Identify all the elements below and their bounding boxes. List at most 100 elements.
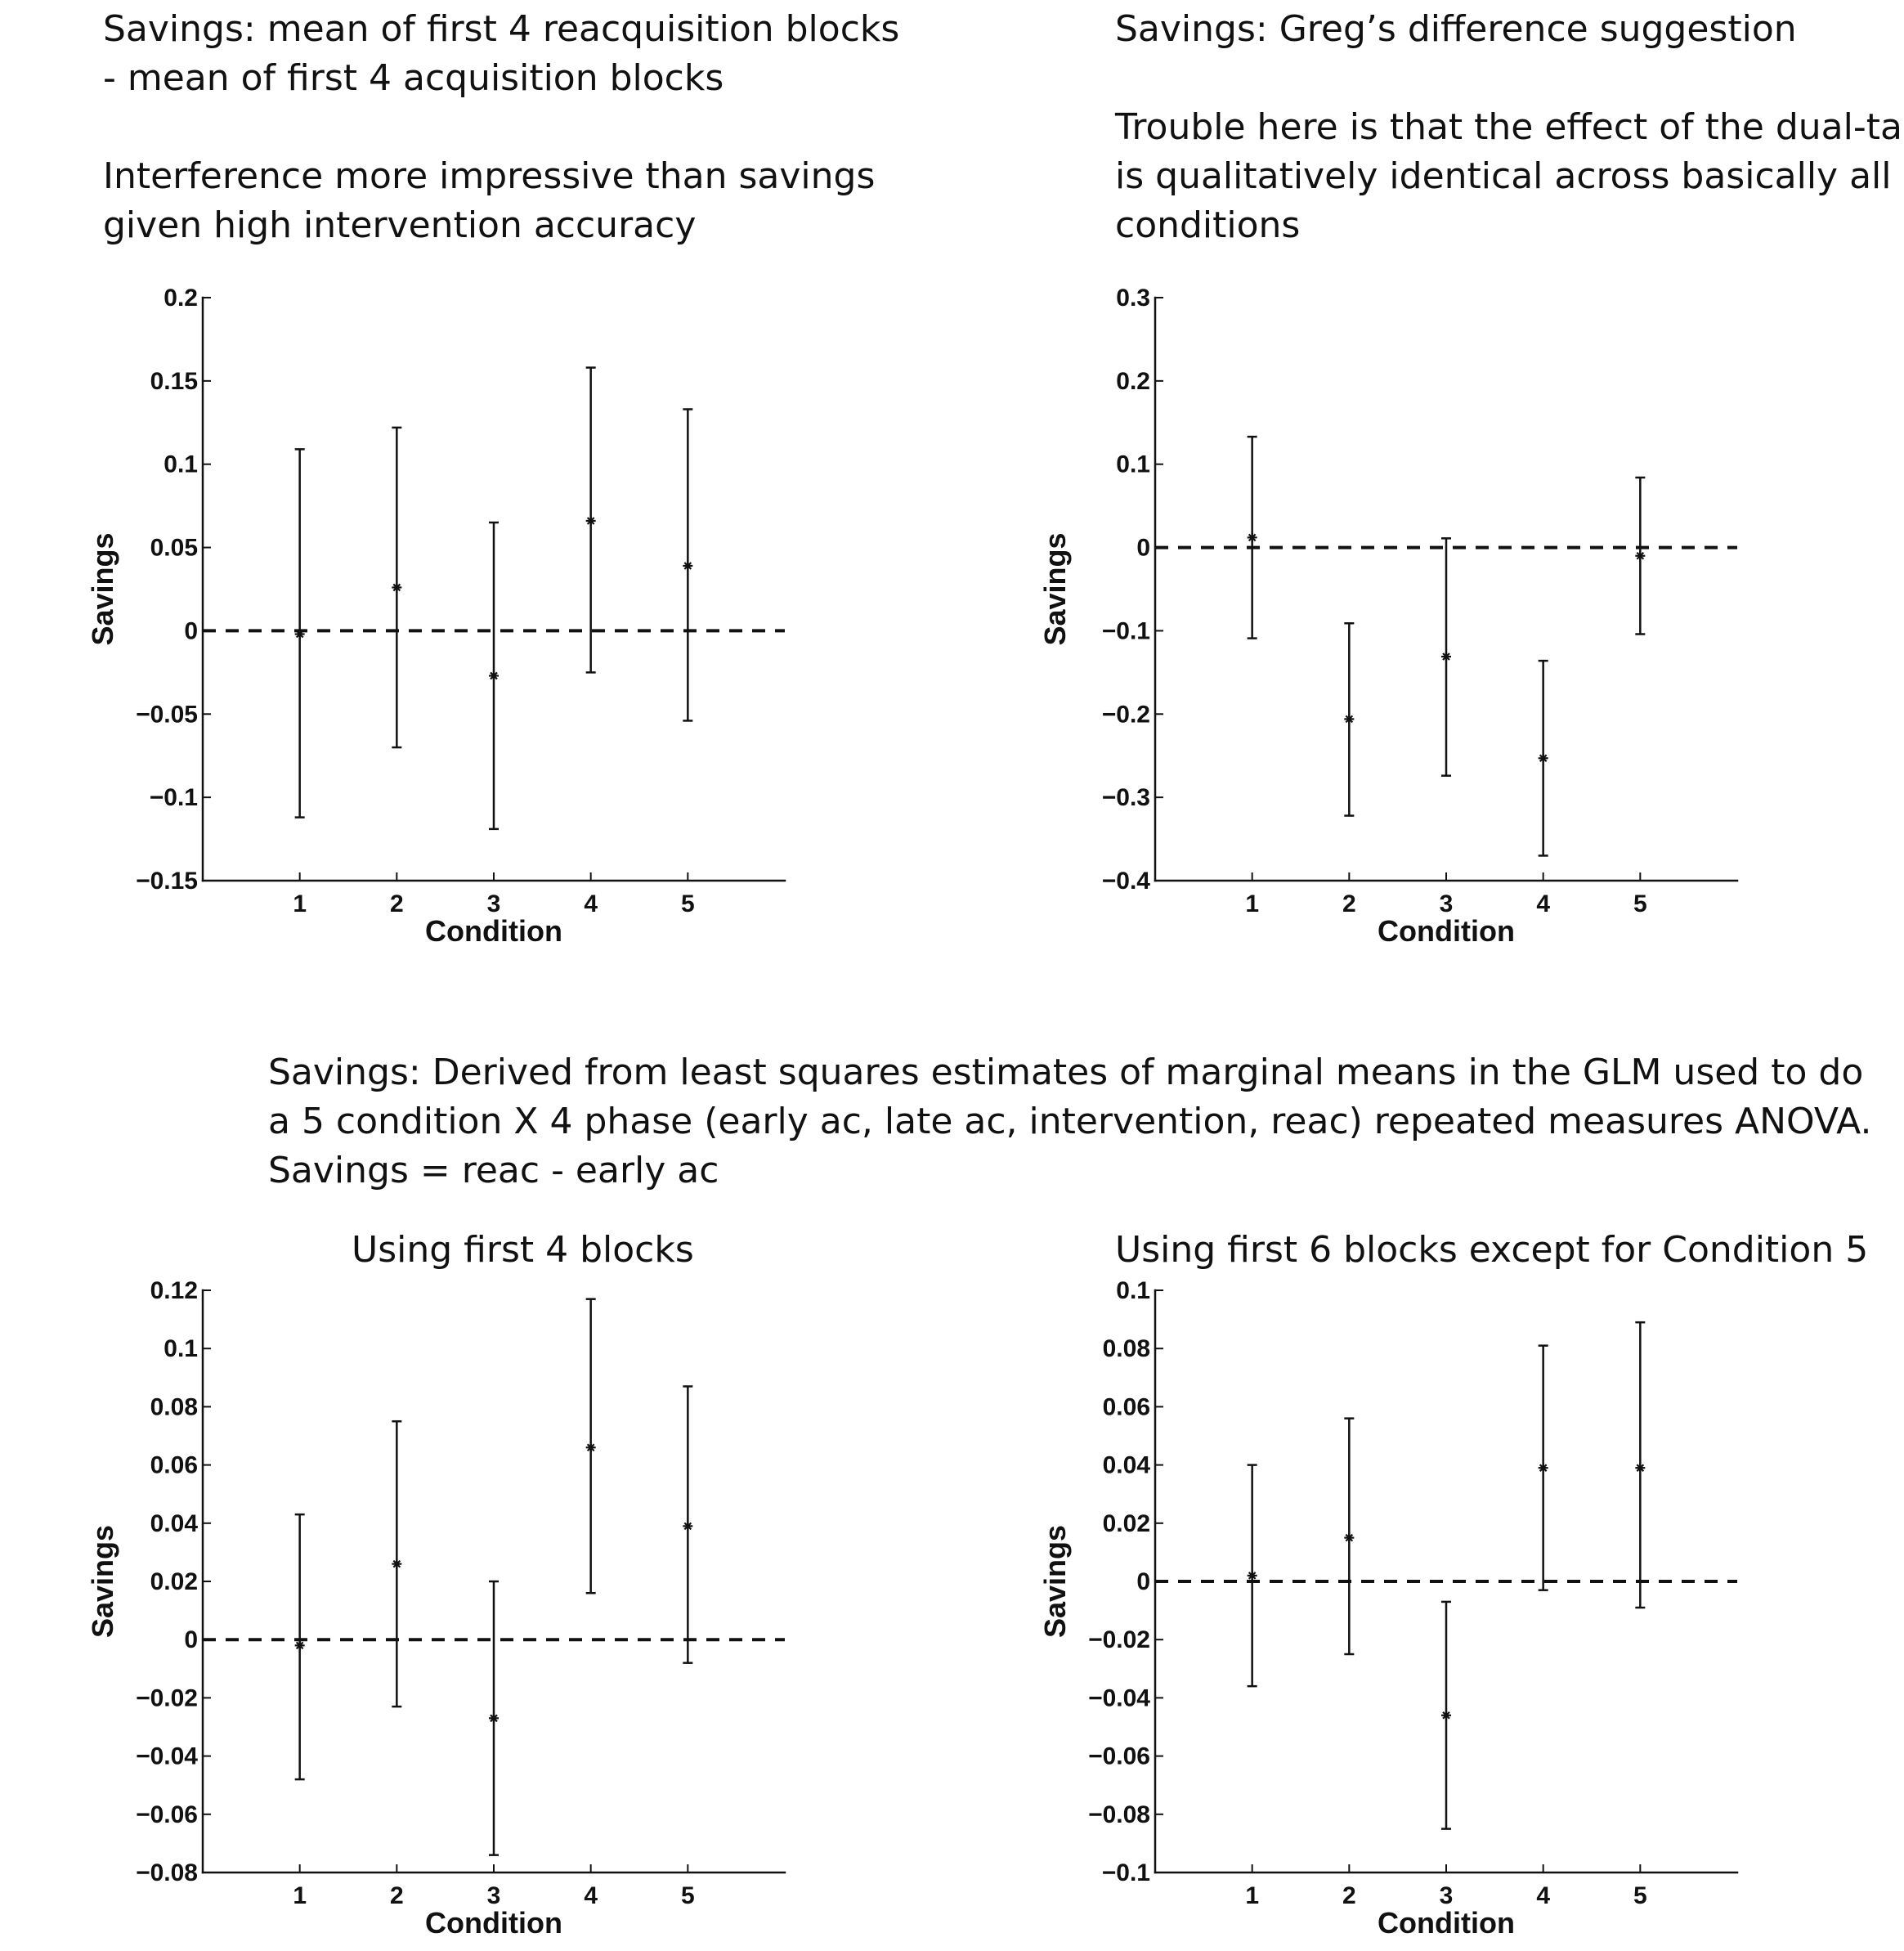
y-tick-label: 0.3 [1116,285,1150,312]
data-point [294,1640,305,1651]
y-tick-label: 0.1 [1116,1277,1150,1304]
note-text: Interference more impressive than saving… [103,155,876,197]
y-tick-label: 0.05 [150,535,198,562]
note-text: given high intervention accuracy [103,204,697,246]
note-text: a 5 condition X 4 phase (early ac, late … [268,1101,1872,1142]
note-text: conditions [1115,204,1301,246]
y-tick-label: −0.1 [1102,1859,1150,1886]
data-point [392,582,402,593]
x-tick-label: 5 [681,1882,695,1909]
data-point [585,515,596,526]
x-tick-label: 3 [1440,1882,1454,1909]
x-tick-label: 2 [1342,1882,1356,1909]
y-tick-label: 0.06 [1103,1393,1150,1420]
x-tick-label: 4 [584,1882,598,1909]
y-tick-label: 0.08 [1103,1335,1150,1362]
y-tick-label: −0.3 [1102,784,1150,811]
y-tick-label: 0.1 [1116,451,1150,478]
caption-text: Using first 6 blocks except for Conditio… [1115,1229,1869,1271]
data-point [392,1559,402,1569]
data-point [1344,1532,1355,1543]
y-tick-label: −0.05 [136,701,198,728]
y-tick-label: 0 [1136,1568,1150,1595]
y-tick-label: −0.02 [136,1684,198,1711]
data-point [1344,714,1355,724]
x-tick-label: 1 [1245,1882,1259,1909]
x-tick-label: 2 [1342,890,1356,917]
data-point [585,1442,596,1453]
data-point [1635,550,1646,561]
x-tick-label: 1 [1245,890,1259,917]
caption-bottom-left: Using first 4 blocks [352,1226,694,1275]
y-tick-label: −0.06 [136,1801,198,1828]
y-tick-label: −0.04 [1088,1684,1150,1711]
data-point [683,1521,693,1532]
note-text: Trouble here is that the effect of the d… [1115,106,1904,148]
x-tick-label: 5 [1633,1882,1647,1909]
data-point [489,671,499,681]
y-tick-label: −0.08 [1088,1801,1150,1828]
y-tick-label: −0.1 [150,784,198,811]
y-tick-label: 0.02 [150,1568,198,1595]
data-point [1441,1710,1451,1720]
note-middle: Savings: Derived from least squares esti… [268,1048,1871,1195]
x-tick-label: 4 [1536,890,1550,917]
y-tick-label: 0.12 [150,1277,198,1304]
data-point [1538,753,1548,764]
chart-panel-3: −0.08 −0.06 −0.04 −0.02 0 0.02 0.04 0.06 0.08 0.1… [86,1277,786,1940]
y-tick-label: 0.15 [150,368,198,395]
note-text: Savings = reac - early ac [268,1150,719,1191]
data-point [1441,652,1451,662]
x-tick-label: 5 [1633,890,1647,917]
x-axis-title: Condition [425,1906,562,1940]
y-tick-label: −0.02 [1088,1626,1150,1653]
chart-panel-1: −0.15 −0.1 −0.05 0 0.05 0.1 0.15 0.2 1 2 3 4 5 Condit… [86,285,786,948]
y-tick-label: 0.02 [1103,1510,1150,1537]
y-tick-label: 0 [184,617,198,644]
data-point [294,629,305,639]
x-axis-title: Condition [425,914,562,948]
y-axis-title: Savings [86,532,119,645]
caption-text: Using first 4 blocks [352,1229,694,1271]
y-tick-label: −0.15 [136,868,198,895]
data-point [1247,532,1257,543]
y-axis-title: Savings [86,1525,119,1638]
chart-panel-2: −0.4 −0.3 −0.2 −0.1 0 0.1 0.2 0.3 1 2 3 4 5 Condition… [1038,285,1739,948]
x-tick-label: 4 [584,890,598,917]
note-text: - mean of first 4 acquisition blocks [103,57,724,99]
y-tick-label: 0.08 [150,1393,198,1420]
y-tick-label: 0 [1136,535,1150,562]
y-tick-label: −0.2 [1102,701,1150,728]
y-tick-label: 0.2 [164,285,198,312]
note-text: is qualitatively identical across basica… [1115,155,1892,197]
x-axis-title: Condition [1378,914,1515,948]
data-point [1635,1463,1646,1473]
y-tick-label: 0.06 [150,1452,198,1479]
x-tick-label: 5 [681,890,695,917]
data-point [1247,1570,1257,1581]
y-tick-label: 0 [184,1626,198,1653]
y-tick-label: 0.04 [1103,1452,1151,1479]
x-tick-label: 4 [1536,1882,1550,1909]
y-tick-label: −0.06 [1088,1743,1150,1770]
x-tick-label: 3 [1440,890,1454,917]
x-tick-label: 1 [293,890,307,917]
y-axis-title: Savings [1038,1525,1072,1638]
chart-panel-4: −0.1 −0.08 −0.06 −0.04 −0.02 0 0.02 0.04 0.06 0.0… [1038,1277,1739,1940]
x-tick-label: 2 [390,890,404,917]
note-text: Savings: Greg’s difference suggestion [1115,8,1797,50]
y-axis-title: Savings [1038,532,1072,645]
note-top-right: Savings: Greg’s difference suggestion Tr… [1115,5,1904,250]
y-tick-label: 0.04 [150,1510,199,1537]
y-tick-label: 0.1 [164,1335,198,1362]
x-axis-title: Condition [1378,1906,1515,1940]
data-point [489,1713,499,1724]
note-text: Savings: mean of first 4 reacquisition b… [103,8,900,50]
x-tick-label: 2 [390,1882,404,1909]
y-tick-label: −0.08 [136,1859,198,1886]
y-tick-label: −0.4 [1102,868,1151,895]
y-tick-label: 0.1 [164,451,198,478]
note-top-left: Savings: mean of first 4 reacquisition b… [103,5,899,250]
data-point [1538,1463,1548,1473]
